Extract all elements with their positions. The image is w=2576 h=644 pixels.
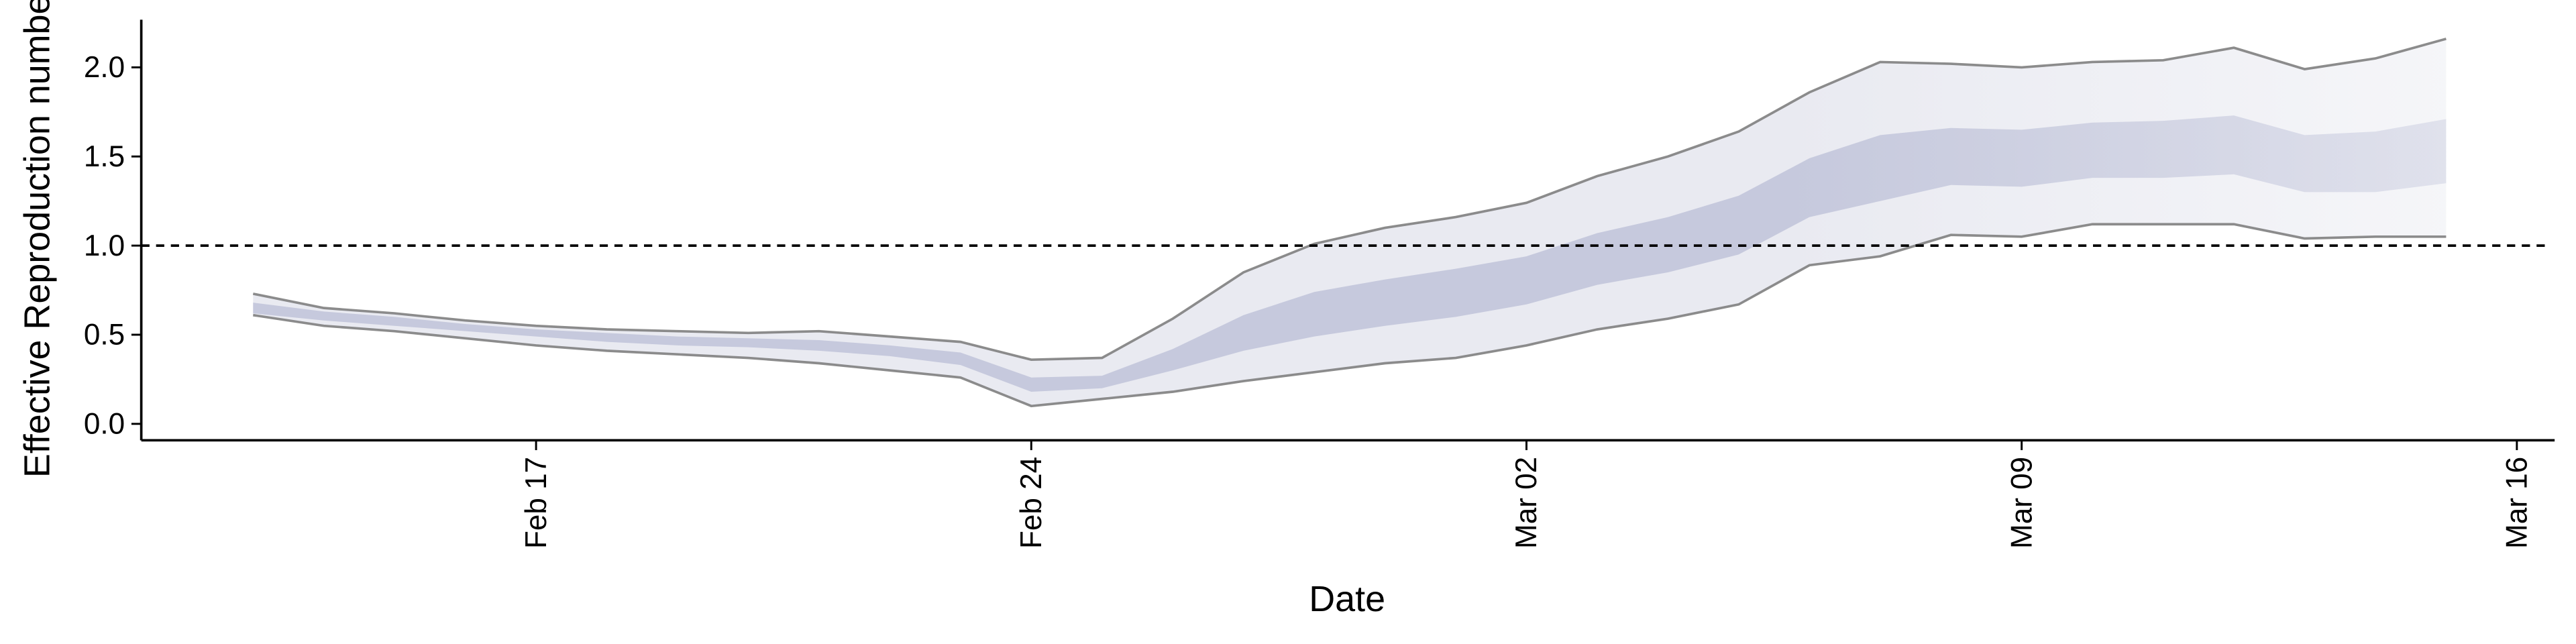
interval-band: [253, 38, 2447, 407]
interval-band: [253, 115, 2447, 392]
y-tick-label: 0.0: [84, 408, 125, 441]
band-edge: [253, 223, 2447, 408]
y-tick-label: 2.0: [84, 51, 125, 84]
y-tick-label: 1.5: [84, 140, 125, 173]
y-axis-label: Effective Reproduction number: [17, 0, 57, 478]
x-tick-label: Feb 24: [1015, 457, 1048, 549]
x-tick-label: Mar 16: [2501, 457, 2534, 549]
x-tick-label: Mar 02: [1510, 457, 1543, 549]
x-axis-label: Date: [1309, 579, 1385, 619]
x-tick-label: Feb 17: [520, 457, 553, 549]
y-tick-label: 1.0: [84, 229, 125, 262]
y-tick-label: 0.5: [84, 319, 125, 352]
x-tick-label: Mar 09: [2005, 457, 2038, 549]
band-edge: [252, 38, 2447, 362]
